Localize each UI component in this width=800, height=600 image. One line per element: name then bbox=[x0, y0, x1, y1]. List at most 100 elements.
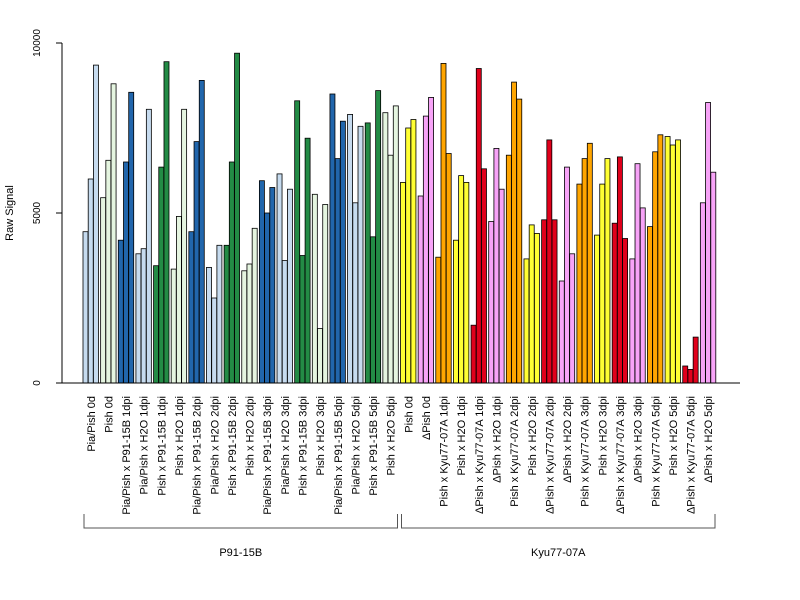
bar bbox=[251, 227, 258, 384]
bar bbox=[170, 268, 177, 384]
bar bbox=[558, 280, 565, 384]
bar bbox=[281, 260, 288, 384]
category-label: ΔPish x Kyu77-07A 3dpi bbox=[615, 396, 627, 514]
category-label: Pia/Pish x P91-15B 2dpi bbox=[192, 396, 204, 515]
bar bbox=[269, 187, 276, 384]
bar bbox=[334, 158, 341, 384]
bar bbox=[176, 215, 182, 384]
bar bbox=[581, 158, 588, 384]
bar bbox=[699, 202, 706, 384]
bar bbox=[541, 219, 548, 384]
group-label: Kyu77-07A bbox=[531, 547, 586, 559]
bar bbox=[105, 159, 112, 384]
category-label: Pish 0d bbox=[103, 396, 115, 433]
bar bbox=[405, 127, 412, 384]
bar bbox=[158, 166, 165, 384]
category-label: ΔPish x Kyu77-07A 5dpi bbox=[686, 396, 698, 514]
bar bbox=[347, 114, 353, 384]
bar bbox=[440, 63, 447, 384]
category-label: Pia/Pish 0d bbox=[86, 396, 98, 452]
bar bbox=[317, 328, 323, 384]
bar bbox=[329, 93, 336, 384]
bar bbox=[569, 253, 576, 384]
group-brackets: P91-15B Kyu77-07A bbox=[83, 514, 716, 559]
bar bbox=[264, 212, 271, 384]
bar bbox=[228, 161, 235, 384]
bar bbox=[387, 154, 394, 384]
category-label: Pish x H2O 3dpi bbox=[597, 396, 609, 475]
bar bbox=[622, 238, 629, 384]
bar bbox=[428, 97, 434, 384]
bar bbox=[188, 231, 195, 384]
category-label: ΔPish x H2O 1dpi bbox=[492, 396, 504, 483]
bar bbox=[163, 61, 170, 384]
bar bbox=[705, 102, 711, 384]
category-label: Pia/Pish x P91-15B 3dpi bbox=[262, 396, 274, 515]
bar bbox=[392, 105, 399, 384]
bar bbox=[258, 180, 265, 384]
bar bbox=[511, 81, 517, 384]
category-label: Pish x P91-15B 2dpi bbox=[227, 396, 239, 496]
bar bbox=[246, 263, 253, 384]
bar bbox=[498, 188, 505, 384]
bar bbox=[435, 256, 442, 384]
bar bbox=[546, 139, 553, 384]
category-label: Pish x H2O 3dpi bbox=[315, 396, 327, 475]
category-label: ΔPish x H2O 5dpi bbox=[703, 396, 715, 483]
y-axis-ticks: 0 5000 10000 bbox=[32, 29, 62, 386]
bar bbox=[657, 134, 664, 384]
bar bbox=[629, 258, 636, 384]
bar bbox=[82, 231, 89, 384]
bar bbox=[528, 224, 535, 384]
bar bbox=[311, 193, 318, 384]
bar bbox=[710, 171, 717, 384]
bar bbox=[87, 178, 94, 384]
bar bbox=[669, 144, 676, 384]
bar bbox=[410, 119, 417, 384]
category-label: Pish x H2O 1dpi bbox=[174, 396, 186, 475]
category-label: ΔPish x H2O 2dpi bbox=[562, 396, 574, 483]
bar bbox=[123, 161, 129, 384]
bars-layer bbox=[82, 52, 717, 384]
category-label: Pia/Pish x H2O 5dpi bbox=[350, 396, 362, 494]
bar bbox=[453, 239, 459, 384]
bar bbox=[493, 147, 500, 384]
category-label: Pish 0d bbox=[403, 396, 415, 433]
bar bbox=[145, 108, 152, 384]
bar bbox=[322, 204, 329, 384]
category-label: Pish x H2O 2dpi bbox=[245, 396, 257, 475]
bar bbox=[357, 125, 364, 384]
bar bbox=[128, 91, 135, 384]
bar bbox=[634, 163, 641, 384]
bar bbox=[140, 248, 147, 384]
bar bbox=[216, 244, 223, 384]
group-bracket bbox=[83, 514, 398, 529]
bar bbox=[516, 98, 523, 384]
bar bbox=[475, 68, 482, 384]
category-label: ΔPish x Kyu77-07A 1dpi bbox=[474, 396, 486, 514]
category-label: Pish x H2O 5dpi bbox=[668, 396, 680, 475]
category-label: Pish x H2O 1dpi bbox=[456, 396, 468, 475]
bar bbox=[586, 142, 593, 384]
bar bbox=[241, 270, 248, 384]
bar bbox=[523, 258, 530, 384]
bar bbox=[382, 112, 389, 384]
category-label: Pish x P91-15B 5dpi bbox=[368, 396, 380, 496]
bar bbox=[299, 255, 306, 384]
bar bbox=[211, 297, 218, 384]
category-label: Pish x Kyu77-07A 5dpi bbox=[650, 396, 662, 507]
bar bbox=[223, 244, 230, 384]
bar bbox=[304, 137, 311, 384]
bar bbox=[135, 253, 142, 384]
bar bbox=[364, 122, 371, 384]
bar bbox=[93, 64, 99, 384]
bar bbox=[664, 136, 671, 384]
bar bbox=[576, 183, 583, 384]
category-label: Pish x Kyu77-07A 1dpi bbox=[439, 396, 451, 507]
bar bbox=[117, 239, 124, 384]
bar bbox=[687, 368, 694, 384]
bar bbox=[400, 181, 406, 384]
bar bbox=[198, 80, 205, 384]
bar bbox=[611, 222, 618, 384]
